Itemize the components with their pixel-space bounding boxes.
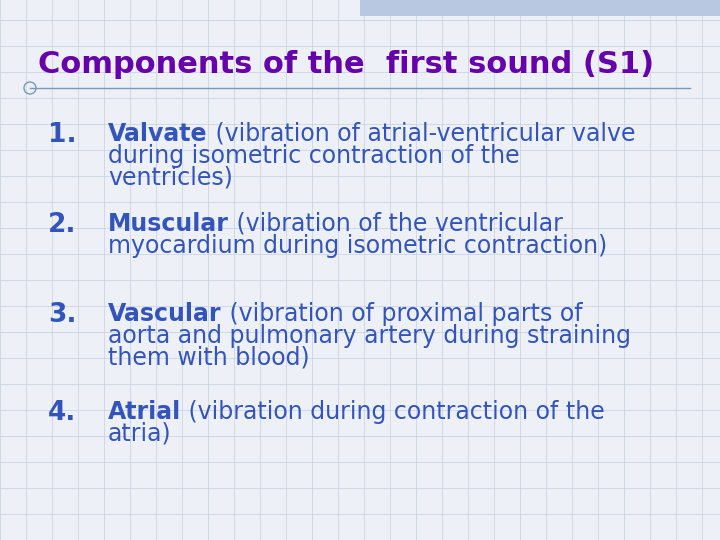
Text: (vibration of proximal parts of: (vibration of proximal parts of <box>222 302 582 326</box>
Text: 1.: 1. <box>48 122 76 148</box>
Text: Muscular: Muscular <box>108 212 229 236</box>
Text: myocardium during isometric contraction): myocardium during isometric contraction) <box>108 234 607 258</box>
Text: (vibration of the ventricular: (vibration of the ventricular <box>229 212 563 236</box>
Text: during isometric contraction of the: during isometric contraction of the <box>108 144 520 168</box>
Text: atria): atria) <box>108 422 171 446</box>
Text: Atrial: Atrial <box>108 400 181 424</box>
Text: 4.: 4. <box>48 400 76 426</box>
Text: (vibration during contraction of the: (vibration during contraction of the <box>181 400 605 424</box>
Text: aorta and pulmonary artery during straining: aorta and pulmonary artery during strain… <box>108 324 631 348</box>
Bar <box>360 0 720 16</box>
Text: Vascular: Vascular <box>108 302 222 326</box>
Text: them with blood): them with blood) <box>108 346 310 370</box>
Text: Valvate: Valvate <box>108 122 207 146</box>
Text: (vibration of atrial-ventricular valve: (vibration of atrial-ventricular valve <box>207 122 635 146</box>
Text: 2.: 2. <box>48 212 76 238</box>
Text: ventricles): ventricles) <box>108 166 233 190</box>
Text: 3.: 3. <box>48 302 76 328</box>
Text: Components of the  first sound (S1): Components of the first sound (S1) <box>38 50 654 79</box>
